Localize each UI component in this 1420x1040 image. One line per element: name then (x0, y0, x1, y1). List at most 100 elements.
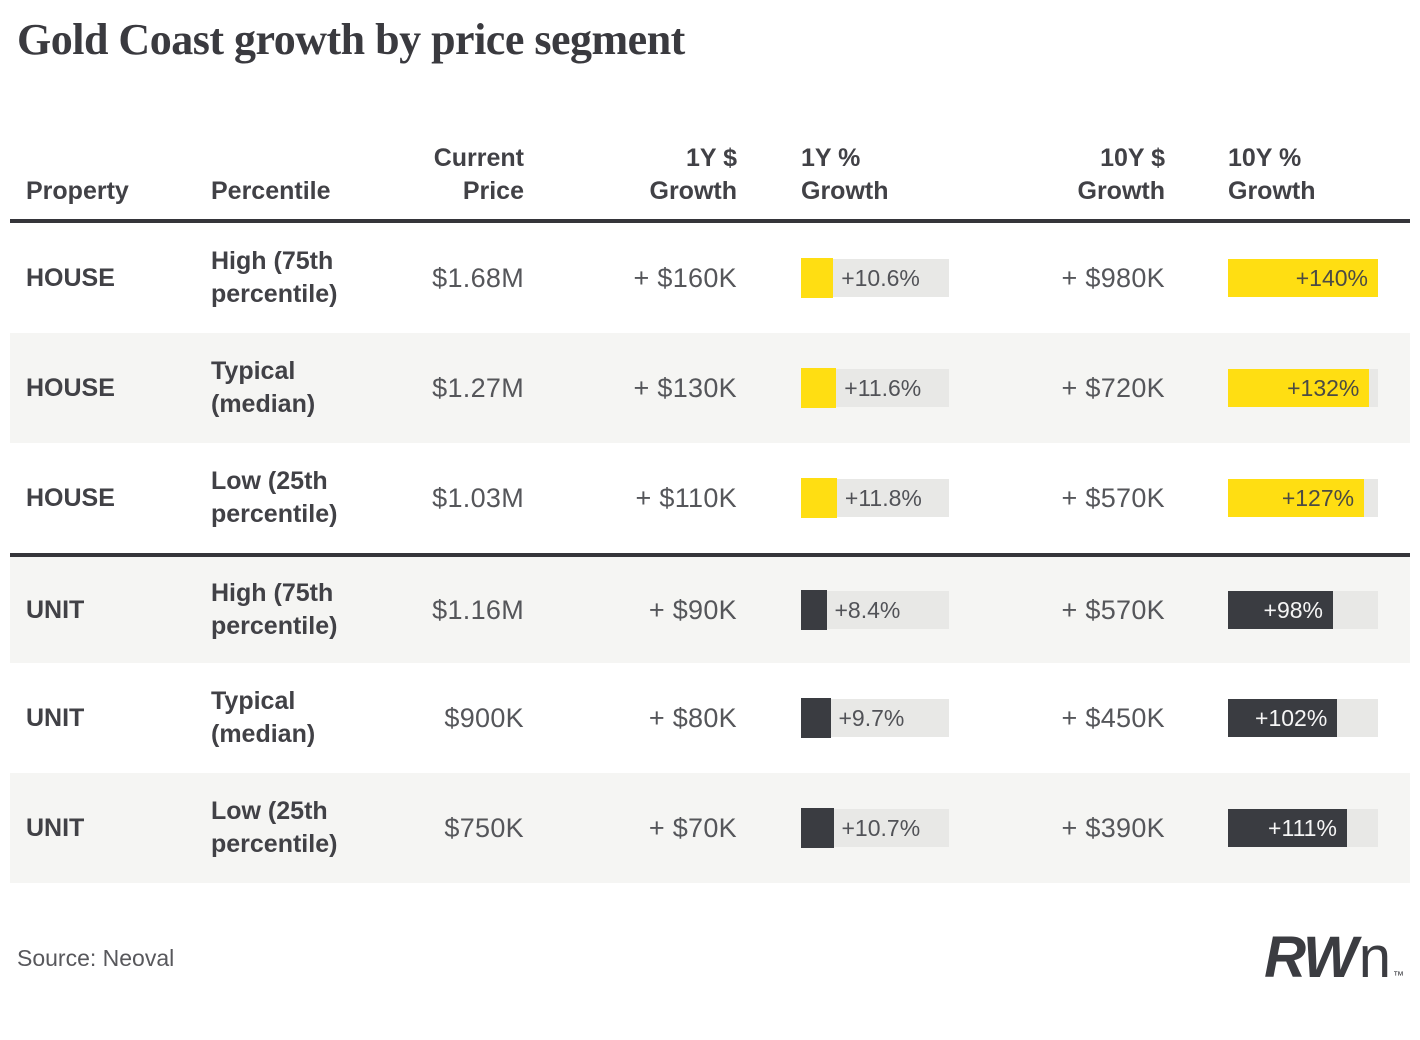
bar-fill: +98% (1228, 591, 1333, 629)
property-cell: UNIT (26, 595, 85, 624)
growth-1y-pct-cell: +8.4% (737, 557, 949, 663)
growth-1y-dollar-cell: + $90K (648, 594, 737, 625)
growth-1y-dollar-cell: + $80K (648, 702, 737, 733)
bar-value-label: +132% (1287, 374, 1360, 401)
table-row: UNIT Typical (median) $900K + $80K +9.7% + $4… (10, 663, 1410, 773)
growth-1y-pct-bar: +11.6% (801, 368, 949, 408)
trademark-symbol: ™ (1393, 970, 1404, 983)
growth-10y-dollar-cell: + $980K (1061, 262, 1165, 293)
table-row: HOUSE High (75th percentile) $1.68M + $160K… (10, 223, 1410, 333)
growth-10y-dollar-cell: + $720K (1061, 372, 1165, 403)
bar-fill: +132% (1228, 369, 1370, 407)
bar-fill (801, 258, 834, 298)
property-cell: UNIT (26, 703, 85, 732)
property-cell: HOUSE (26, 263, 115, 292)
col-header-property: Property (26, 176, 129, 205)
growth-1y-dollar-cell: + $110K (635, 482, 737, 513)
source-credit: Source: Neoval (17, 944, 175, 971)
growth-10y-pct-cell: +140% (1165, 223, 1410, 333)
table-row: UNIT High (75th percentile) $1.16M + $90K +8… (10, 553, 1410, 663)
property-cell: UNIT (26, 813, 85, 842)
table-row: HOUSE Low (25th percentile) $1.03M + $110K +… (10, 443, 1410, 553)
current-price-cell: $1.27M (432, 372, 524, 403)
growth-1y-dollar-cell: + $160K (633, 262, 737, 293)
growth-1y-pct-bar: +9.7% (801, 698, 949, 738)
current-price-cell: $1.03M (432, 482, 524, 513)
growth-10y-pct-bar: +102% (1228, 699, 1378, 737)
table-body: HOUSE High (75th percentile) $1.68M + $160K… (10, 223, 1410, 883)
growth-1y-pct-cell: +10.7% (737, 773, 949, 883)
page-title: Gold Coast growth by price segment (17, 15, 685, 64)
growth-1y-pct-bar: +10.6% (801, 258, 949, 298)
bar-value-label: +127% (1281, 484, 1355, 511)
bar-value-label: +9.7% (838, 704, 905, 731)
growth-table: Property Percentile Current Price 1Y $ G… (10, 123, 1410, 883)
growth-10y-pct-cell: +127% (1165, 443, 1410, 553)
bar-value-label: +11.6% (844, 374, 922, 401)
growth-10y-pct-cell: +111% (1165, 773, 1410, 883)
growth-1y-pct-bar: +10.7% (801, 808, 949, 848)
growth-1y-dollar-cell: + $130K (633, 372, 737, 403)
footer: Source: Neoval RW n ™ (17, 918, 1404, 998)
growth-10y-dollar-cell: + $450K (1061, 702, 1165, 733)
property-cell: HOUSE (26, 373, 115, 402)
bar-fill (801, 478, 837, 518)
growth-1y-pct-cell: +10.6% (737, 223, 949, 333)
growth-1y-pct-cell: +11.6% (737, 333, 949, 443)
col-header-percentile: Percentile (211, 176, 331, 205)
percentile-cell: Low (25th percentile) (211, 797, 338, 858)
growth-10y-pct-bar: +111% (1228, 809, 1378, 847)
rwn-logo-rw: RW (1264, 924, 1358, 990)
col-header-10y-dollar-growth: 10Y $ Growth (1077, 144, 1166, 205)
col-header-1y-pct-growth: 1Y % Growth (801, 144, 889, 205)
bar-value-label: +102% (1255, 704, 1328, 731)
bar-fill (801, 698, 831, 738)
growth-10y-pct-cell: +98% (1165, 557, 1410, 663)
bar-fill: +127% (1228, 479, 1365, 517)
col-header-current-price: Current Price (433, 144, 524, 205)
bar-fill: +140% (1228, 259, 1378, 297)
table-row: HOUSE Typical (median) $1.27M + $130K +11.6%… (10, 333, 1410, 443)
bar-value-label: +11.8% (844, 484, 922, 511)
growth-1y-dollar-cell: + $70K (648, 812, 737, 843)
growth-10y-dollar-cell: + $570K (1061, 482, 1165, 513)
rwn-logo-n: n (1358, 924, 1391, 990)
bar-value-label: +10.6% (841, 264, 920, 291)
percentile-cell: Typical (median) (211, 357, 316, 418)
current-price-cell: $1.68M (432, 262, 524, 293)
growth-1y-pct-bar: +11.8% (801, 478, 949, 518)
bar-value-label: +98% (1263, 596, 1323, 623)
col-header-1y-dollar-growth: 1Y $ Growth (649, 144, 738, 205)
percentile-cell: High (75th percentile) (211, 247, 338, 308)
growth-10y-dollar-cell: + $390K (1061, 812, 1165, 843)
growth-10y-pct-bar: +98% (1228, 591, 1378, 629)
bar-fill (801, 590, 827, 630)
table-header-row: Property Percentile Current Price 1Y $ G… (10, 123, 1410, 223)
growth-10y-pct-cell: +102% (1165, 663, 1410, 773)
table-row: UNIT Low (25th percentile) $750K + $70K +10.… (10, 773, 1410, 883)
percentile-cell: High (75th percentile) (211, 579, 338, 640)
rwn-logo: RW n ™ (1264, 924, 1404, 990)
bar-value-label: +111% (1268, 814, 1337, 841)
property-cell: HOUSE (26, 483, 115, 512)
bar-fill (801, 808, 834, 848)
growth-10y-pct-cell: +132% (1165, 333, 1410, 443)
bar-value-label: +8.4% (834, 596, 901, 623)
percentile-cell: Low (25th percentile) (211, 467, 338, 528)
bar-value-label: +10.7% (841, 814, 921, 841)
growth-1y-pct-cell: +11.8% (737, 443, 949, 553)
col-header-10y-pct-growth: 10Y % Growth (1228, 144, 1316, 205)
current-price-cell: $900K (444, 702, 524, 733)
percentile-cell: Typical (median) (211, 687, 316, 748)
current-price-cell: $750K (444, 812, 524, 843)
bar-value-label: +140% (1295, 264, 1368, 291)
bar-fill: +111% (1228, 809, 1347, 847)
current-price-cell: $1.16M (432, 594, 524, 625)
bar-fill (801, 368, 837, 408)
growth-10y-dollar-cell: + $570K (1061, 594, 1165, 625)
growth-10y-pct-bar: +140% (1228, 259, 1378, 297)
growth-1y-pct-bar: +8.4% (801, 590, 949, 630)
growth-1y-pct-cell: +9.7% (737, 663, 949, 773)
growth-10y-pct-bar: +132% (1228, 369, 1378, 407)
